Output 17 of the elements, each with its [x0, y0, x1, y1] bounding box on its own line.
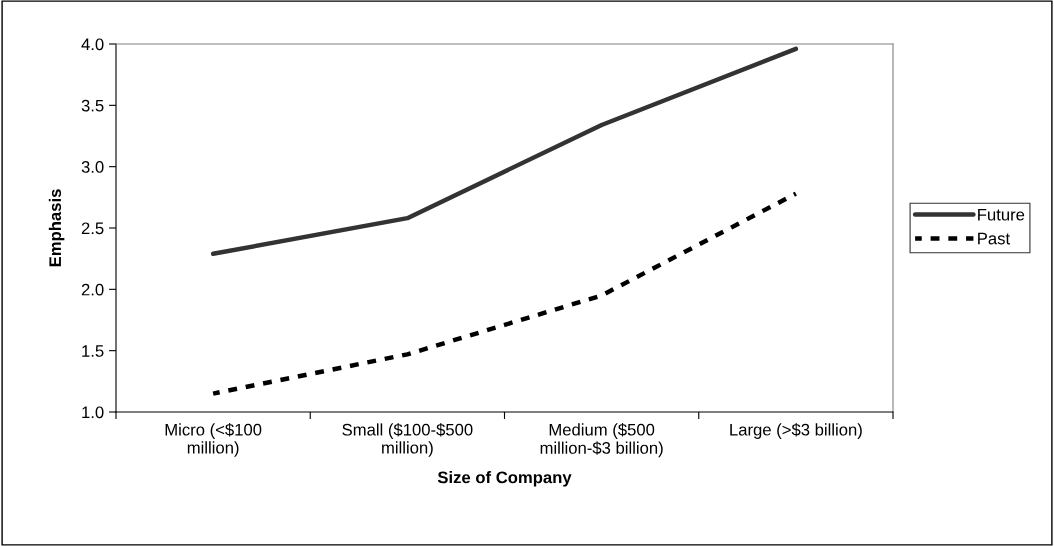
x-tick-label: Micro (<$100 million): [165, 423, 262, 457]
legend-label: Future: [978, 208, 1025, 221]
y-tick-label: 2.0: [81, 283, 104, 296]
line-series: [210, 46, 799, 256]
legend-label: Past: [978, 232, 1010, 245]
x-tick-label: Medium ($500 million-$3 billion): [540, 423, 663, 458]
y-axis-title: Emphasis: [48, 189, 65, 267]
x-tick-label: Large (>$3 billion): [730, 423, 862, 439]
y-tick-label: 1.0: [82, 406, 104, 419]
y-tick-label: 2.5: [81, 222, 104, 235]
y-tick-label: 3.5: [81, 99, 104, 112]
line-series: [210, 191, 799, 396]
x-axis-title: Size of Company: [437, 471, 572, 487]
y-tick-label: 3.0: [81, 161, 104, 173]
y-tick-label: 4.0: [81, 38, 104, 51]
x-tick-label: Small ($100-$500 million): [342, 423, 473, 457]
y-tick-label: 1.5: [82, 345, 104, 357]
